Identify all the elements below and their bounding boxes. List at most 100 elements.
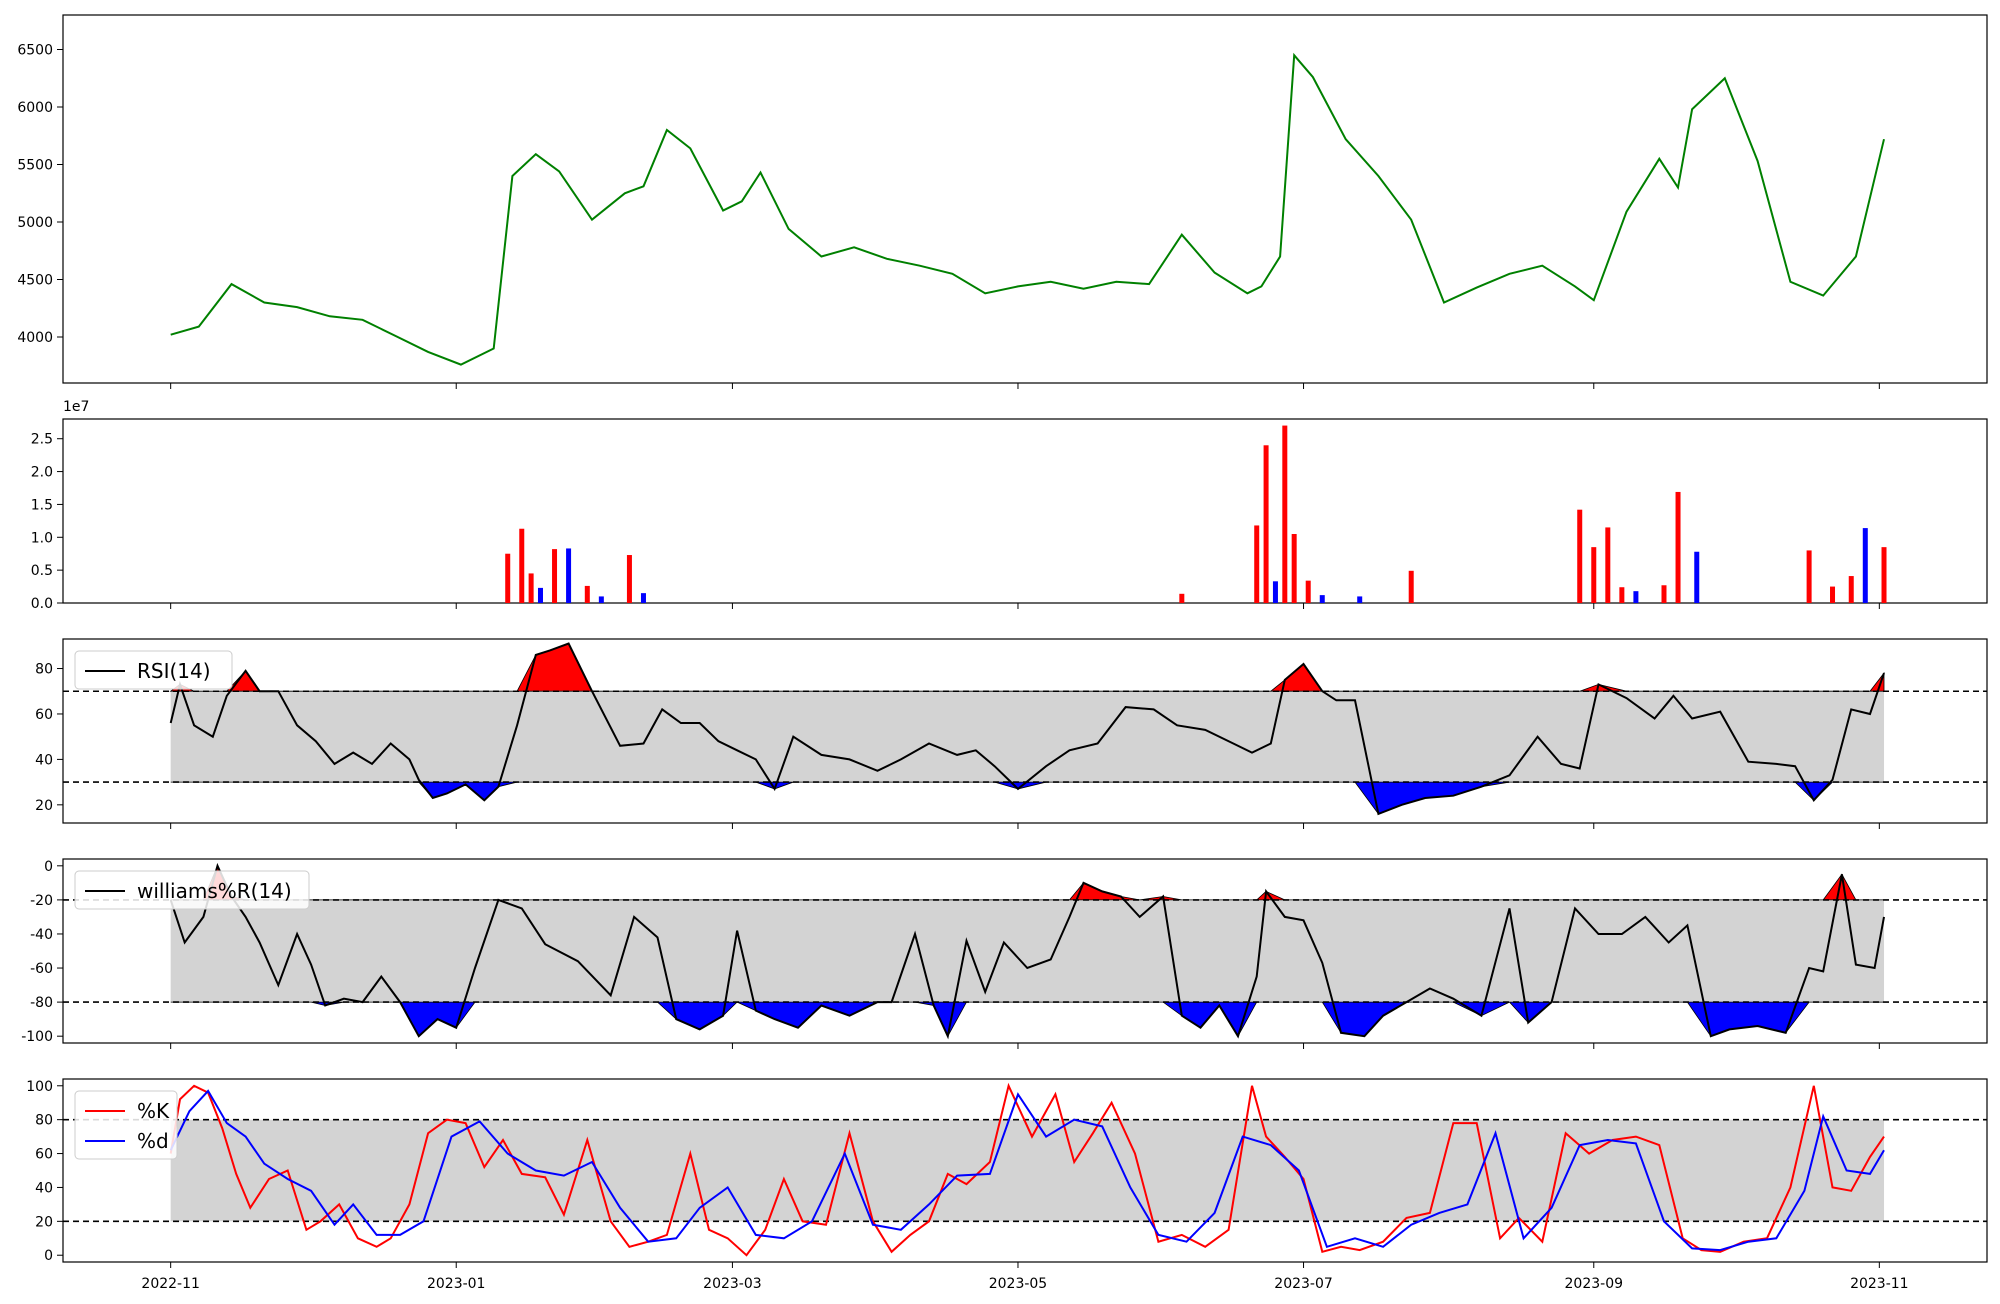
volume-bar (505, 553, 511, 603)
price-ytick-label: 5500 (17, 158, 53, 174)
x-tick-label: 2023-05 (989, 1276, 1048, 1292)
volume-bar (1577, 509, 1583, 603)
stochastic-band-fill (170, 1119, 1885, 1222)
stochastic-frame (62, 1078, 1988, 1263)
x-tick-label: 2023-11 (1850, 1276, 1909, 1292)
williams-ytick-label: -40 (30, 927, 53, 943)
williams-band-fill (170, 899, 1885, 1003)
volume-bar (519, 528, 525, 603)
rsi-panel: 20 40 60 80 RSI(14) (35, 638, 1988, 829)
volume-bar (1661, 585, 1667, 603)
rsi-band-fill (170, 691, 1885, 783)
volume-ytick-label: 2.5 (31, 432, 53, 448)
williams-line (169, 862, 1885, 1040)
stochastic-line-k (169, 1082, 1885, 1257)
rsi-overbought-fill (169, 642, 1885, 692)
volume-bar (1633, 591, 1639, 603)
x-tick-label: 2023-01 (427, 1276, 486, 1292)
rsi-ytick-label: 20 (35, 798, 53, 814)
williams-panel: -100 -80 -60 -40 -20 0 williams%R(14) (21, 858, 1988, 1049)
williams-ytick-label: -20 (30, 893, 53, 909)
volume-bar (598, 596, 604, 603)
volume-bar (537, 587, 543, 603)
price-ytick-label: 4000 (17, 330, 53, 346)
volume-bar (1694, 551, 1700, 603)
rsi-ytick-label: 60 (35, 707, 53, 723)
price-ytick-label: 6000 (17, 100, 53, 116)
volume-bar (1282, 425, 1288, 603)
price-panel: 4000 4500 5000 5500 6000 6500 (17, 14, 1988, 389)
volume-bar (1254, 525, 1260, 603)
rsi-line (169, 642, 1885, 816)
volume-bar (1291, 534, 1297, 603)
volume-ytick-label: 0.0 (31, 596, 53, 612)
price-line (170, 52, 1885, 366)
williams-legend-box (74, 870, 310, 910)
volume-bar (626, 555, 632, 603)
volume-bar (1319, 595, 1325, 603)
volume-ytick-label: 1.0 (31, 530, 53, 546)
rsi-legend-label: RSI(14) (137, 659, 211, 683)
volume-bar (1272, 581, 1278, 603)
volume-bar (1605, 527, 1611, 603)
volume-bar (584, 585, 590, 603)
williams-ytick-label: -60 (30, 961, 53, 977)
stochastic-ytick-label: 100 (26, 1079, 53, 1095)
williams-overbought-fill (170, 864, 1884, 901)
volume-bar (640, 593, 646, 603)
stochastic-legend-label: %d (137, 1129, 169, 1153)
volume-bar (1862, 528, 1868, 603)
volume-offset-label: 1e7 (63, 399, 89, 415)
williams-ytick-label: -100 (21, 1029, 53, 1045)
volume-ytick-label: 0.5 (31, 563, 53, 579)
volume-bar (528, 573, 534, 603)
rsi-ytick-label: 40 (35, 752, 53, 768)
price-frame (62, 14, 1988, 384)
volume-bar (566, 548, 572, 603)
stochastic-panel: 0 20 40 60 80 100 %K %d (26, 1078, 1988, 1268)
x-tick-label: 2023-07 (1274, 1276, 1333, 1292)
williams-oversold-fill (170, 1001, 1884, 1038)
rsi-ytick-label: 80 (35, 662, 53, 678)
volume-bar (1830, 586, 1836, 603)
rsi-legend-box (74, 650, 233, 690)
volume-bar (1305, 580, 1311, 603)
price-ytick-label: 4500 (17, 273, 53, 289)
volume-panel: 0.0 0.5 1.0 1.5 2.0 2.5 1e7 (31, 399, 1988, 612)
volume-frame (62, 418, 1988, 604)
rsi-oversold-fill (170, 781, 1884, 815)
price-ytick-label: 5000 (17, 215, 53, 231)
stochastic-line-d (169, 1089, 1885, 1252)
volume-bar (1591, 547, 1597, 603)
williams-ytick-label: 0 (44, 859, 53, 875)
volume-ytick-label: 2.0 (31, 465, 53, 481)
williams-ytick-label: -80 (30, 995, 53, 1011)
volume-bar (1848, 576, 1854, 603)
volume-bar (1179, 593, 1185, 603)
x-tick-label: 2023-09 (1565, 1276, 1624, 1292)
volume-bar (1806, 550, 1812, 603)
x-tick-label: 2022-11 (141, 1276, 200, 1292)
volume-bar (1881, 547, 1887, 603)
stochastic-ytick-label: 20 (35, 1214, 53, 1230)
volume-bar (1263, 445, 1269, 603)
stochastic-ytick-label: 0 (44, 1248, 53, 1264)
stochastic-ytick-label: 80 (35, 1113, 53, 1129)
volume-bar (552, 549, 558, 603)
volume-bar (1619, 587, 1625, 603)
williams-legend-label: williams%R(14) (137, 879, 292, 903)
volume-bar (1357, 596, 1363, 603)
stochastic-legend-label: %K (137, 1099, 170, 1123)
volume-bar (1408, 570, 1414, 603)
williams-frame (62, 858, 1988, 1044)
rsi-frame (62, 638, 1988, 824)
x-tick-label: 2023-03 (703, 1276, 762, 1292)
x-axis: 2022-11 2023-01 2023-03 2023-05 2023-07 2023-… (141, 1276, 1908, 1292)
volume-ytick-label: 1.5 (31, 497, 53, 513)
stochastic-ytick-label: 60 (35, 1147, 53, 1163)
stochastic-ytick-label: 40 (35, 1180, 53, 1196)
volume-bar (1675, 491, 1681, 603)
price-ytick-label: 6500 (17, 43, 53, 59)
